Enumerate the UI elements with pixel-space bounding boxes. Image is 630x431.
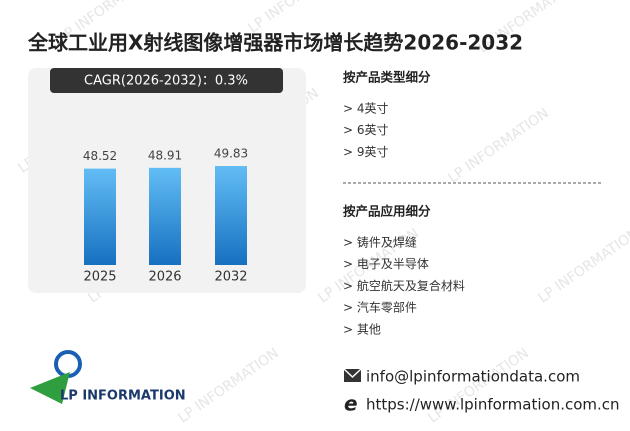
segment-item: > 铸件及焊缝	[343, 235, 417, 250]
email: info@lpinformationdata.com	[366, 368, 580, 386]
segment-item: > 9英寸	[343, 145, 389, 159]
segment-item: > 6英寸	[343, 123, 389, 137]
value-label: 48.91	[148, 148, 182, 162]
bar	[149, 167, 181, 265]
value-label: 49.83	[214, 147, 248, 161]
segment-item: > 电子及半导体	[343, 257, 429, 271]
segment-item: > 汽车零部件	[343, 300, 417, 315]
watermark: LP INFORMATION	[445, 105, 552, 186]
cagr-box	[50, 68, 283, 93]
segment-item: > 4英寸	[343, 102, 389, 116]
url: https://www.lpinformation.com.cn	[366, 396, 620, 414]
bar	[215, 166, 247, 265]
segment-heading: 按产品应用细分	[343, 204, 431, 219]
logo: LP INFORMATION	[30, 350, 186, 404]
value-label: 48.52	[83, 149, 117, 163]
cagr-label: CAGR(2026-2032)：0.3%	[84, 74, 248, 89]
bar	[84, 168, 116, 265]
email-icon	[343, 368, 362, 382]
watermark: LP INFORMATION	[175, 345, 282, 426]
title: 全球工业用X射线图像增强器市场增长趋势2026-2032	[27, 31, 523, 55]
x-tick-label: 2032	[214, 270, 247, 285]
watermark: LP INFORMATION	[535, 225, 630, 306]
x-tick-label: 2026	[148, 270, 181, 285]
segment-heading: 按产品类型细分	[343, 70, 431, 85]
x-tick-label: 2025	[83, 270, 116, 285]
web-icon: e	[344, 392, 358, 416]
segment-item: > 航空航天及复合材料	[343, 278, 465, 293]
segment-item: > 其他	[343, 322, 381, 336]
logo-text: LP INFORMATION	[60, 389, 186, 404]
watermark: LP INFORMATION	[425, 345, 532, 426]
bar-chart: 48.52 2025 48.91 2026 49.83 2032	[83, 147, 248, 285]
